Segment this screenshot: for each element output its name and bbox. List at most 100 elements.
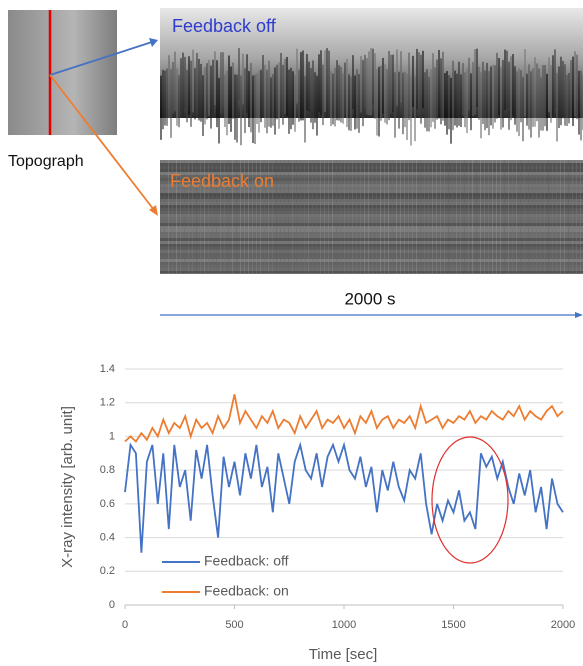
stripe xyxy=(400,51,402,103)
stripe xyxy=(160,205,583,208)
stripe xyxy=(160,214,583,217)
stripe xyxy=(264,160,265,273)
stripe xyxy=(558,66,560,128)
stripe xyxy=(160,262,583,265)
stripe xyxy=(186,69,188,123)
stripe xyxy=(536,63,538,122)
stripe xyxy=(160,220,583,223)
stripe xyxy=(422,50,424,109)
stripe xyxy=(408,52,410,121)
stripe xyxy=(268,60,270,127)
stripe xyxy=(204,160,205,273)
stripe xyxy=(310,68,312,123)
stripe xyxy=(412,160,413,273)
stripe xyxy=(172,62,174,114)
stripe xyxy=(304,160,305,273)
y-tick-label: 0.4 xyxy=(100,531,115,543)
stripe xyxy=(512,54,514,116)
stripe xyxy=(298,69,300,122)
stripe xyxy=(580,160,581,273)
stripe xyxy=(288,69,290,134)
stripe xyxy=(160,232,583,235)
stripe xyxy=(160,160,161,273)
x-axis-label: Time [sec] xyxy=(309,646,378,663)
arrow-head xyxy=(149,38,158,47)
stripe xyxy=(162,69,164,130)
stripe xyxy=(160,256,583,259)
stripe xyxy=(216,160,217,273)
stripe xyxy=(454,70,456,126)
stripe xyxy=(188,56,190,115)
stripe xyxy=(376,160,377,273)
stripe xyxy=(530,71,532,138)
stripe xyxy=(414,76,416,142)
stripe xyxy=(214,51,216,105)
stripe xyxy=(446,71,448,135)
stripe xyxy=(160,166,583,169)
stripe xyxy=(494,65,496,123)
stripe xyxy=(438,49,440,119)
stripe xyxy=(300,160,301,273)
stripe xyxy=(204,67,206,125)
stripe xyxy=(412,55,414,108)
stripe xyxy=(368,160,369,273)
stripe xyxy=(522,77,524,142)
stripe xyxy=(304,76,306,143)
stripe xyxy=(504,160,505,273)
stripe xyxy=(368,51,370,116)
stripe xyxy=(308,160,309,273)
stripe xyxy=(372,160,373,273)
stripe xyxy=(332,160,333,273)
stripe xyxy=(500,160,501,273)
stripe xyxy=(396,160,397,273)
stripe xyxy=(458,61,460,126)
y-axis-label: X-ray intensity [arb. unit] xyxy=(59,406,76,568)
stripe xyxy=(394,72,396,138)
stripe xyxy=(478,66,480,120)
stripe xyxy=(372,48,374,105)
stripe xyxy=(160,196,583,199)
stripe xyxy=(464,160,465,273)
stripe xyxy=(456,73,458,128)
y-tick-label: 0.2 xyxy=(100,565,115,577)
stripe xyxy=(292,160,293,273)
stripe xyxy=(248,71,250,128)
stripe xyxy=(238,48,240,100)
stripe xyxy=(510,56,512,121)
stripe xyxy=(180,160,181,273)
stripe xyxy=(210,65,212,129)
stripe xyxy=(160,181,583,184)
stripe xyxy=(550,65,552,123)
stripe xyxy=(424,72,426,128)
stripe xyxy=(182,52,184,117)
stripe xyxy=(390,54,392,114)
stripe xyxy=(324,50,326,112)
stripe xyxy=(232,62,234,119)
stripe xyxy=(562,60,564,119)
stripe xyxy=(524,49,526,118)
stripe xyxy=(160,202,583,205)
stripe xyxy=(312,60,314,130)
stripe xyxy=(172,160,173,273)
stripe xyxy=(192,160,193,273)
stripe xyxy=(252,75,254,143)
stripe xyxy=(442,51,444,121)
stripe xyxy=(578,70,580,135)
stripe xyxy=(160,175,583,178)
stripe xyxy=(160,265,583,268)
highlight-ellipse xyxy=(431,436,509,564)
stripe xyxy=(240,160,241,273)
stripe xyxy=(344,160,345,273)
stripe xyxy=(514,66,516,125)
stripe xyxy=(572,160,573,273)
stripe xyxy=(300,52,302,121)
stripe xyxy=(160,190,583,193)
stripe xyxy=(464,72,466,128)
stripe xyxy=(546,73,548,131)
stripe xyxy=(200,63,202,122)
stripe xyxy=(512,160,513,273)
stripe xyxy=(370,48,372,116)
series-line xyxy=(124,441,564,553)
stripe xyxy=(336,160,337,273)
